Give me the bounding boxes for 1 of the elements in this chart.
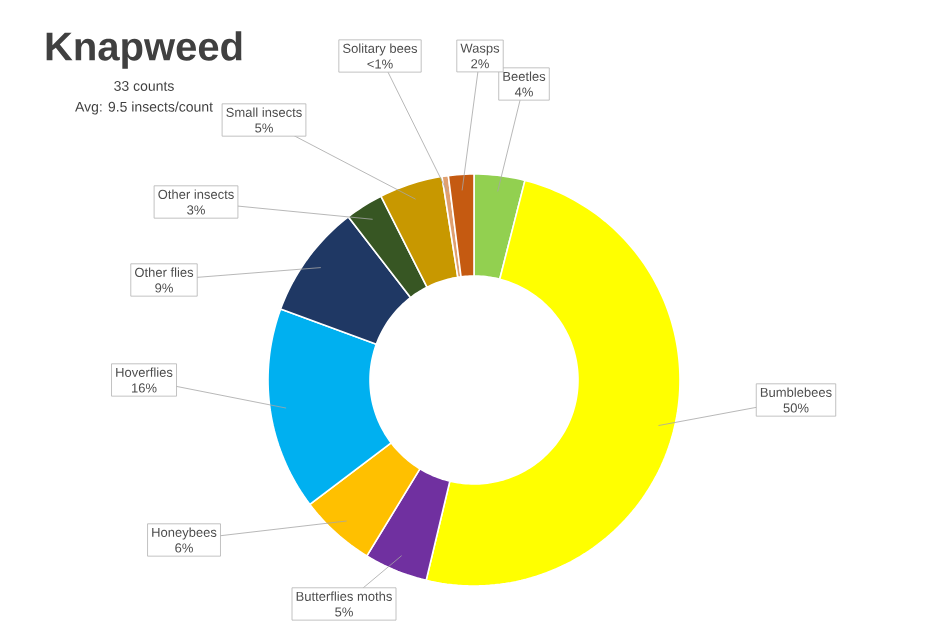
chart-title: Knapweed [46, 31, 242, 69]
